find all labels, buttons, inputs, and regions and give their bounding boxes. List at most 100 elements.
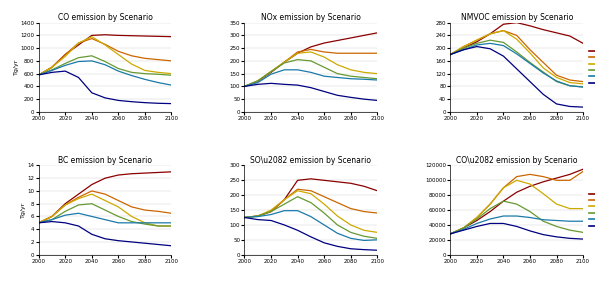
B1 bbox=[48, 220, 55, 223]
A1B bbox=[281, 61, 288, 64]
A2 bbox=[473, 219, 480, 222]
A1I bbox=[62, 203, 69, 207]
B2 bbox=[500, 214, 507, 218]
B2 bbox=[294, 68, 301, 72]
A1I bbox=[487, 202, 494, 206]
A2 bbox=[254, 214, 261, 218]
A2 bbox=[527, 24, 534, 27]
B2 bbox=[268, 72, 275, 76]
B1 bbox=[168, 244, 175, 247]
A1I bbox=[460, 45, 467, 48]
A2 bbox=[88, 34, 95, 37]
A1I bbox=[527, 173, 534, 176]
A1T bbox=[580, 231, 587, 234]
A1B bbox=[268, 70, 275, 73]
A1B bbox=[447, 53, 454, 56]
B2 bbox=[75, 60, 82, 63]
A1B bbox=[254, 214, 261, 218]
B2 bbox=[447, 232, 454, 235]
A2 bbox=[294, 179, 301, 182]
A2 bbox=[374, 189, 381, 192]
A1T bbox=[102, 60, 109, 63]
A2 bbox=[294, 52, 301, 55]
B2 bbox=[62, 64, 69, 67]
B1 bbox=[281, 83, 288, 86]
A2 bbox=[347, 182, 354, 185]
Line: A1T: A1T bbox=[450, 201, 583, 234]
B2 bbox=[473, 222, 480, 225]
A1T bbox=[128, 71, 135, 74]
B1 bbox=[62, 69, 69, 73]
B1 bbox=[294, 83, 301, 87]
Line: B2: B2 bbox=[450, 43, 583, 87]
A1I bbox=[62, 53, 69, 56]
A1T bbox=[62, 62, 69, 65]
A1B bbox=[553, 76, 560, 79]
A1B bbox=[168, 72, 175, 75]
B1 bbox=[334, 94, 341, 97]
A1B bbox=[334, 63, 341, 67]
Title: NOx emission by Scenario: NOx emission by Scenario bbox=[261, 13, 361, 22]
A2 bbox=[35, 221, 42, 224]
Line: A1I: A1I bbox=[245, 189, 377, 218]
A1T bbox=[500, 41, 507, 44]
A1I bbox=[168, 59, 175, 63]
B2 bbox=[102, 63, 109, 67]
A1T bbox=[308, 201, 315, 204]
B1 bbox=[155, 243, 162, 246]
A1I bbox=[374, 211, 381, 215]
A1I bbox=[35, 221, 42, 224]
A2 bbox=[142, 34, 149, 38]
Legend: A2, A1I, A1B, A1T, B2, B1: A2, A1I, A1B, A1T, B2, B1 bbox=[588, 191, 595, 229]
B1 bbox=[540, 93, 547, 96]
A1I bbox=[75, 41, 82, 45]
A2 bbox=[48, 66, 55, 69]
Title: NMVOC emission by Scenario: NMVOC emission by Scenario bbox=[461, 13, 573, 22]
A1I bbox=[268, 70, 275, 73]
A1T bbox=[168, 224, 175, 228]
A2 bbox=[168, 170, 175, 173]
A2 bbox=[308, 45, 315, 49]
A1T bbox=[513, 50, 520, 54]
Line: A1T: A1T bbox=[39, 204, 171, 226]
B1 bbox=[254, 83, 261, 86]
A1I bbox=[361, 52, 368, 55]
A1T bbox=[142, 72, 149, 75]
A1T bbox=[566, 84, 574, 87]
B2 bbox=[580, 85, 587, 89]
Line: A1T: A1T bbox=[450, 40, 583, 87]
A1I bbox=[447, 53, 454, 56]
A1I bbox=[308, 48, 315, 51]
A1B bbox=[500, 29, 507, 32]
A1T bbox=[361, 235, 368, 238]
A1B bbox=[580, 207, 587, 210]
B2 bbox=[487, 42, 494, 45]
B1 bbox=[128, 100, 135, 103]
B2 bbox=[281, 68, 288, 72]
B1 bbox=[268, 219, 275, 222]
A1T bbox=[553, 80, 560, 83]
A1B bbox=[115, 205, 122, 209]
B1 bbox=[487, 47, 494, 50]
B2 bbox=[88, 59, 95, 63]
A1T bbox=[75, 203, 82, 207]
A2 bbox=[487, 32, 494, 35]
B2 bbox=[321, 223, 328, 227]
A1I bbox=[347, 207, 354, 210]
A1B bbox=[460, 45, 467, 48]
A2 bbox=[540, 180, 547, 183]
B1 bbox=[268, 82, 275, 85]
A1B bbox=[540, 66, 547, 70]
A1T bbox=[241, 85, 248, 88]
A1B bbox=[35, 73, 42, 77]
A1B bbox=[294, 189, 301, 192]
B1 bbox=[62, 221, 69, 224]
A1B bbox=[473, 216, 480, 219]
B2 bbox=[254, 81, 261, 84]
Line: A1T: A1T bbox=[39, 56, 171, 75]
B2 bbox=[460, 228, 467, 231]
A1B bbox=[294, 52, 301, 55]
Line: A1B: A1B bbox=[39, 37, 171, 75]
A1T bbox=[281, 202, 288, 206]
A2 bbox=[254, 80, 261, 83]
